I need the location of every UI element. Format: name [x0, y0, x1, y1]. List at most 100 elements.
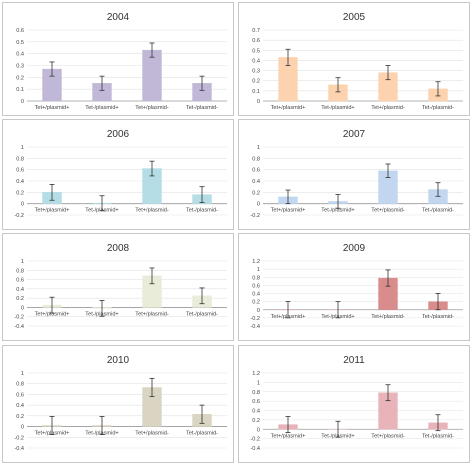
y-tick-label: 0	[257, 99, 260, 105]
y-tick-label: 0.6	[16, 278, 24, 284]
y-tick-label: -0.2	[250, 213, 260, 219]
x-tick-label: Tet-/plasmid+	[85, 311, 118, 317]
y-tick-label: 0.2	[252, 79, 260, 85]
chart-title: 2010	[107, 355, 130, 366]
bar-2	[142, 49, 162, 102]
y-tick-label: -0.2	[250, 316, 260, 322]
y-tick-label: 0	[21, 202, 24, 208]
y-tick-label: 0.6	[16, 168, 24, 174]
y-tick-label: 0.1	[16, 87, 24, 93]
chart-svg: 2010 -0.4 -0.2 0 0.2 0.4 0.6 0.8 1 Tet+/plasmid+ T…	[14, 355, 227, 452]
y-tick-label: 1	[257, 145, 260, 151]
y-tick-label: 0.1	[252, 89, 260, 95]
x-tick-label: Tet-/plasmid+	[321, 433, 354, 439]
chart-title: 2006	[107, 129, 130, 140]
chart-title: 2008	[107, 243, 130, 254]
y-tick-label: 1	[21, 145, 24, 151]
y-tick-label: 0.6	[252, 168, 260, 174]
x-tick-label: Tet-/plasmid+	[85, 431, 118, 437]
chart-svg: 2006 -0.2 0 0.2 0.4 0.6 0.8 1 Tet+/plasmid+ Tet-/…	[14, 129, 227, 219]
y-tick-label: -0.2	[14, 213, 24, 219]
y-tick-label: 0.7	[252, 28, 260, 34]
chart-title: 2007	[343, 129, 366, 140]
y-tick-label: 0.4	[16, 52, 24, 58]
y-tick-label: 0	[21, 305, 24, 311]
y-tick-label: 0.2	[16, 190, 24, 196]
x-tick-label: Tet+/plasmid-	[371, 433, 405, 439]
y-tick-label: 0.8	[16, 382, 24, 388]
y-tick-label: 1	[257, 267, 260, 273]
chart-svg: 2007 -0.2 0 0.2 0.4 0.6 0.8 1 Tet+/plasmid+ Tet-/…	[250, 129, 463, 219]
chart-panel-2004: 2004 0 0.1 0.2 0.3 0.4 0.5 0.6 Tet+/plasmid+ Tet-…	[2, 2, 234, 116]
y-tick-label: 0.6	[252, 283, 260, 289]
x-tick-label: Tet+/plasmid+	[35, 208, 70, 214]
y-tick-label: 0.8	[16, 268, 24, 274]
chart-svg: 2008 -0.4 -0.2 0 0.2 0.4 0.6 0.8 1 Tet+/plasmid+ T…	[14, 243, 227, 330]
y-tick-label: 0	[257, 427, 260, 433]
y-tick-label: 0.6	[16, 28, 24, 34]
y-tick-label: 0.4	[252, 58, 260, 64]
y-tick-label: 0.8	[252, 275, 260, 281]
chart-panel-2005: 2005 0 0.1 0.2 0.3 0.4 0.5 0.6 0.7 Tet+/plasmid+ T…	[238, 2, 470, 116]
chart-title: 2004	[107, 12, 130, 23]
y-tick-label: 1.2	[252, 259, 260, 265]
x-tick-label: Tet+/plasmid-	[135, 311, 169, 317]
y-tick-label: 0	[257, 308, 260, 314]
y-tick-label: -0.2	[14, 315, 24, 321]
y-tick-label: 0.2	[252, 190, 260, 196]
y-tick-label: 1.2	[252, 371, 260, 377]
x-tick-label: Tet-/plasmid+	[321, 208, 354, 214]
x-tick-label: Tet+/plasmid+	[35, 311, 70, 317]
y-tick-label: 0.5	[252, 48, 260, 54]
x-tick-label: Tet-/plasmid-	[422, 433, 454, 439]
y-tick-label: -0.4	[14, 324, 24, 330]
x-tick-label: Tet+/plasmid+	[35, 431, 70, 437]
chart-panel-2010: 2010 -0.4 -0.2 0 0.2 0.4 0.6 0.8 1 Tet+/plasmid+ T…	[2, 345, 234, 463]
x-tick-label: Tet-/plasmid-	[186, 311, 218, 317]
y-tick-label: 0.4	[16, 179, 24, 185]
x-tick-label: Tet+/plasmid+	[271, 433, 306, 439]
y-tick-label: 0.2	[16, 296, 24, 302]
x-tick-label: Tet-/plasmid-	[422, 105, 454, 111]
x-tick-label: Tet-/plasmid+	[85, 105, 118, 111]
y-tick-label: 0.8	[16, 156, 24, 162]
y-tick-label: -0.4	[250, 446, 260, 452]
x-tick-label: Tet-/plasmid+	[85, 208, 118, 214]
x-tick-label: Tet+/plasmid+	[271, 208, 306, 214]
y-tick-label: 0	[257, 202, 260, 208]
chart-svg: 2005 0 0.1 0.2 0.3 0.4 0.5 0.6 0.7 Tet+/plasmid+ T…	[252, 12, 463, 111]
chart-panel-2007: 2007 -0.2 0 0.2 0.4 0.6 0.8 1 Tet+/plasmid+ Tet-/…	[238, 119, 470, 230]
y-tick-label: 1	[21, 259, 24, 265]
x-tick-label: Tet+/plasmid-	[135, 105, 169, 111]
x-tick-label: Tet+/plasmid-	[371, 105, 405, 111]
y-tick-label: 0.4	[252, 409, 260, 415]
x-tick-label: Tet-/plasmid-	[186, 105, 218, 111]
x-tick-label: Tet+/plasmid+	[271, 314, 306, 320]
x-tick-label: Tet-/plasmid-	[422, 314, 454, 320]
y-tick-label: 0.2	[16, 414, 24, 420]
chart-title: 2011	[343, 355, 365, 366]
chart-title: 2009	[343, 243, 366, 254]
x-tick-label: Tet-/plasmid+	[321, 314, 354, 320]
y-tick-label: 0.2	[16, 75, 24, 81]
y-tick-label: 0.4	[16, 403, 24, 409]
y-tick-label: -0.4	[14, 446, 24, 452]
chart-title: 2005	[343, 12, 366, 23]
y-tick-label: -0.4	[250, 324, 260, 330]
y-tick-label: 0.6	[252, 399, 260, 405]
x-tick-label: Tet-/plasmid-	[422, 208, 454, 214]
y-tick-label: 0	[21, 99, 24, 105]
x-tick-label: Tet+/plasmid-	[135, 431, 169, 437]
x-tick-label: Tet+/plasmid+	[35, 105, 70, 111]
chart-svg: 2009 -0.4 -0.2 0 0.2 0.4 0.6 0.8 1 1.2 Tet+/plasmi…	[250, 243, 463, 330]
chart-panel-2009: 2009 -0.4 -0.2 0 0.2 0.4 0.6 0.8 1 1.2 Tet+/plasmi…	[238, 233, 470, 341]
y-tick-label: 0.8	[252, 390, 260, 396]
chart-panel-2011: 2011 -0.4 -0.2 0 0.2 0.4 0.6 0.8 1 1.2 Tet+/plasmi…	[238, 345, 470, 463]
x-tick-label: Tet+/plasmid-	[135, 208, 169, 214]
chart-panel-2008: 2008 -0.4 -0.2 0 0.2 0.4 0.6 0.8 1 Tet+/plasmid+ T…	[2, 233, 234, 341]
y-tick-label: 0.4	[252, 292, 260, 298]
y-tick-label: 0.6	[252, 38, 260, 44]
chart-svg: 2004 0 0.1 0.2 0.3 0.4 0.5 0.6 Tet+/plasmid+ Tet-…	[16, 12, 227, 111]
y-tick-label: 0.3	[252, 69, 260, 75]
